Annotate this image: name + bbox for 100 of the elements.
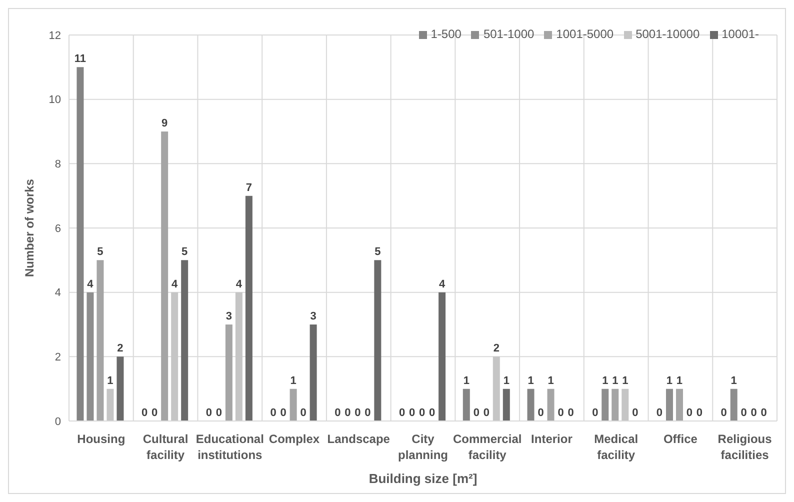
bar [602,388,609,421]
data-label: 1 [730,374,737,387]
data-label: 1 [548,374,554,387]
legend-label: 5001-10000 [636,27,700,41]
data-label: 4 [438,278,446,290]
data-label: 5 [97,246,104,258]
data-label: 1 [503,374,510,387]
data-label: 4 [87,278,94,290]
data-label: 0 [720,406,727,419]
x-axis-title: Building size [m²] [368,471,478,486]
bar [116,356,124,421]
x-tick-label: Complex [268,432,320,446]
y-tick-label: 6 [54,222,61,235]
data-label: 2 [117,342,124,355]
bar [235,292,242,421]
x-tick-label: Landscape [327,432,390,446]
data-label: 0 [206,406,212,419]
data-label: 0 [334,406,341,419]
data-label: 0 [473,406,480,419]
y-tick-label: 4 [54,287,61,300]
data-label: 7 [246,182,252,194]
bar [502,388,510,421]
y-axis-title: Number of works [22,178,36,278]
data-label: 0 [428,406,436,419]
x-tick-label: Religious facilities [718,432,772,462]
data-label: 0 [696,406,703,419]
data-label: 0 [568,406,574,419]
data-label: 0 [364,406,371,419]
bar [76,67,84,421]
bar [676,388,683,421]
data-label: 1 [622,374,628,387]
data-label: 0 [344,406,351,419]
data-label: 0 [408,406,416,419]
bar [86,292,94,421]
data-label: 1 [290,374,296,387]
data-label: 0 [558,406,564,419]
bar [730,388,738,421]
x-tick-label: Housing [77,432,126,446]
bar [666,388,673,421]
bar [96,260,104,421]
data-label: 1 [666,374,673,387]
data-label: 3 [310,310,316,322]
y-tick-label: 10 [48,94,61,106]
data-label: 4 [236,278,243,290]
data-label: 0 [398,406,406,419]
x-tick-label: Cultural facility [142,432,188,462]
data-label: 0 [656,406,663,419]
legend-label: 10001- [722,27,759,41]
data-label: 0 [418,406,426,419]
data-label: 0 [354,406,361,419]
x-tick-label: Office [663,432,698,446]
x-tick-label: Educational institutions [196,432,264,462]
y-tick-label: 8 [54,158,61,171]
bar [171,292,178,421]
data-label: 9 [162,118,168,130]
legend-label: 1001-5000 [556,27,614,41]
data-label: 2 [493,342,500,355]
data-label: 1 [612,374,618,387]
data-label: 0 [300,406,306,419]
x-tick-label: Interior [531,432,573,446]
bar [492,356,500,421]
bar [622,388,629,421]
bar [290,388,297,421]
legend-label: 501-1000 [483,27,534,41]
bar [161,132,168,421]
data-label: 0 [152,406,158,419]
data-label: 5 [182,246,188,258]
data-label: 11 [74,53,86,66]
data-label: 0 [760,406,767,419]
y-tick-label: 2 [54,352,61,364]
x-tick-label: City planning [398,432,448,462]
y-tick-label: 0 [54,416,61,428]
data-label: 1 [602,374,608,387]
data-label: 1 [107,374,114,387]
data-label: 0 [280,406,286,419]
bar [225,324,232,421]
data-label: 1 [528,374,534,387]
bar [106,388,114,421]
bar [245,196,252,421]
bar [547,388,554,421]
data-label: 0 [686,406,693,419]
data-label: 0 [632,406,638,419]
data-label: 5 [374,246,381,258]
bar [462,388,470,421]
x-tick-label: Commercial facility [453,432,522,462]
bar [612,388,619,421]
data-label: 0 [740,406,747,419]
data-label: 1 [463,374,470,387]
bar [181,260,188,421]
bar [310,324,317,421]
data-label: 0 [750,406,757,419]
legend-label: 1-500 [430,27,462,41]
data-label: 0 [142,406,148,419]
bar [374,260,382,421]
bar [527,388,534,421]
data-label: 0 [270,406,276,419]
bar [438,292,446,421]
data-label: 3 [226,310,232,322]
x-tick-label: Medical facility [594,432,638,462]
data-label: 0 [216,406,222,419]
